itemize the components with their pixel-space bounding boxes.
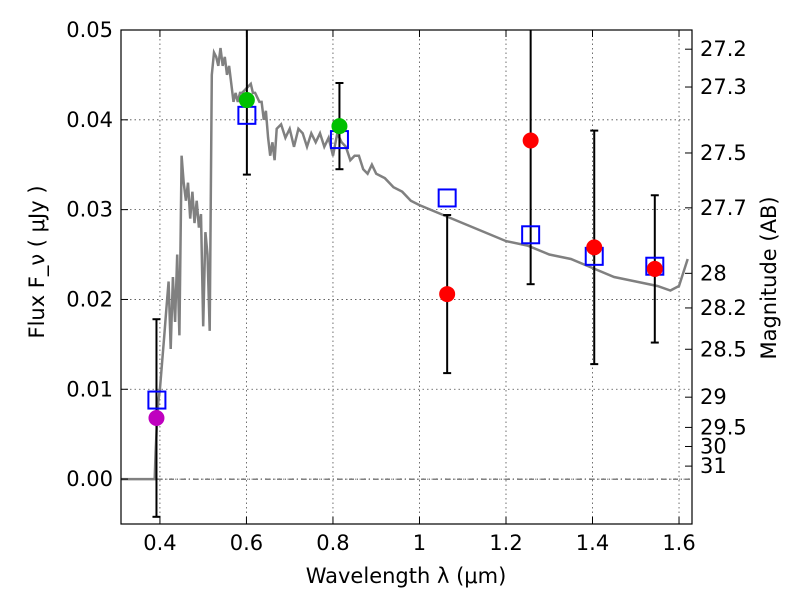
x-tick-label: 1.6: [662, 531, 695, 555]
y-axis-label: Flux F_ν ( μJy ): [25, 185, 50, 338]
plot-content: [121, 47, 689, 481]
x-tick-label: 0.4: [143, 531, 176, 555]
model-point: [437, 188, 457, 208]
model-point: [147, 390, 167, 410]
y-tick-label: 0.05: [66, 18, 113, 42]
observed-point: [148, 410, 165, 427]
observed-point: [331, 118, 348, 135]
observed-point-layer: [148, 92, 663, 427]
observed-point: [238, 92, 255, 109]
magnitude-tick-label: 28: [700, 261, 727, 285]
y-axis-ticks: 0.00 0.01 0.02 0.03 0.04 0.05: [66, 18, 128, 491]
y-tick-label: 0.00: [66, 467, 113, 491]
y-tick-label: 0.01: [66, 377, 113, 401]
observed-point: [646, 260, 663, 277]
magnitude-tick-label: 29: [700, 385, 727, 409]
observed-point: [439, 286, 456, 303]
magnitude-tick-label: 28.2: [700, 296, 747, 320]
magnitude-tick-label: 27.2: [700, 37, 747, 61]
observed-point: [586, 239, 603, 256]
model-point: [521, 225, 541, 245]
magnitude-tick-label: 28.5: [700, 337, 747, 361]
x-axis-ticks: 0.4 0.6 0.8 1 1.2 1.4 1.6: [143, 30, 696, 555]
magnitude-tick-label: 27.3: [700, 75, 747, 99]
magnitude-tick-label: 27.5: [700, 141, 747, 165]
x-axis-label: Wavelength λ (μm): [306, 564, 507, 588]
y-tick-label: 0.04: [66, 108, 113, 132]
y-tick-label: 0.03: [66, 198, 113, 222]
magnitude-axis-label: Magnitude (AB): [757, 196, 781, 359]
observed-point: [522, 132, 539, 149]
magnitude-tick-label: 29.5: [700, 415, 747, 439]
magnitude-tick-label: 27.7: [700, 196, 747, 220]
template-spectrum-line: [121, 47, 689, 481]
magnitude-tick-label: 31: [700, 454, 727, 478]
y-tick-label: 0.02: [66, 287, 113, 311]
magnitude-tick-label: 30: [700, 434, 727, 458]
x-tick-label: 0.6: [230, 531, 263, 555]
x-tick-label: 0.8: [316, 531, 349, 555]
x-tick-label: 1.4: [576, 531, 609, 555]
x-tick-label: 1.2: [489, 531, 522, 555]
x-tick-label: 1: [413, 531, 426, 555]
plot-frame: [120, 29, 693, 525]
